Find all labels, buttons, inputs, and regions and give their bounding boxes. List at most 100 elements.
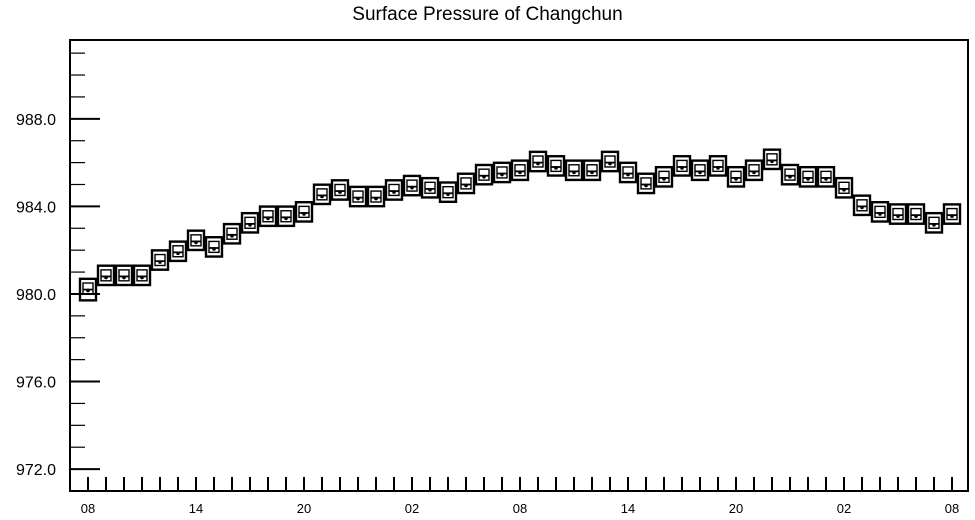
box-median-point bbox=[950, 214, 954, 218]
box-whisker-frame bbox=[708, 155, 728, 177]
box-item bbox=[906, 203, 926, 225]
box-median-point bbox=[158, 260, 162, 264]
box-median-point bbox=[932, 223, 936, 227]
box-item bbox=[276, 205, 296, 228]
x-tick-label: 08 bbox=[945, 501, 959, 516]
box-item bbox=[726, 165, 746, 188]
x-tick-label: 02 bbox=[405, 501, 419, 516]
box-item bbox=[492, 161, 512, 184]
box-whisker-frame bbox=[582, 159, 602, 182]
box-iqr bbox=[550, 159, 562, 173]
box-iqr bbox=[118, 269, 130, 282]
box-iqr bbox=[730, 170, 742, 184]
box-whisker-frame bbox=[78, 277, 98, 302]
box-median-point bbox=[572, 170, 576, 175]
box-whisker-frame bbox=[312, 183, 332, 206]
box-median-point bbox=[914, 214, 918, 218]
box-whisker-frame bbox=[150, 249, 170, 271]
box-iqr bbox=[622, 166, 634, 179]
box-whisker-frame bbox=[654, 165, 674, 188]
box-item bbox=[150, 249, 170, 271]
box-median-point bbox=[482, 174, 486, 179]
box-item bbox=[114, 264, 134, 287]
x-tick-label: 08 bbox=[81, 501, 95, 516]
box-whisker-frame bbox=[420, 176, 440, 199]
box-whisker-frame bbox=[492, 161, 512, 184]
x-tick-label: 02 bbox=[837, 501, 851, 516]
box-iqr bbox=[838, 181, 850, 194]
box-median-point bbox=[698, 170, 702, 175]
box-iqr bbox=[676, 159, 688, 173]
box-median-point bbox=[140, 275, 144, 280]
box-whisker-frame bbox=[852, 194, 872, 217]
box-item bbox=[618, 161, 638, 184]
box-iqr bbox=[316, 188, 328, 201]
box-item bbox=[366, 185, 386, 208]
box-item bbox=[402, 174, 422, 197]
box-whisker-frame bbox=[186, 229, 206, 252]
box-median-point bbox=[824, 177, 828, 181]
box-whisker-frame bbox=[618, 161, 638, 184]
box-item bbox=[204, 236, 224, 258]
box-iqr bbox=[856, 199, 868, 212]
box-iqr bbox=[496, 166, 508, 179]
box-iqr bbox=[514, 164, 526, 177]
y-tick-label: 972.0 bbox=[16, 462, 56, 479]
box-whisker-frame bbox=[168, 240, 188, 263]
box-median-point bbox=[806, 177, 810, 181]
box-iqr bbox=[748, 164, 760, 177]
box-whisker-frame bbox=[636, 172, 656, 195]
box-item bbox=[798, 165, 818, 188]
box-median-point bbox=[356, 196, 360, 201]
box-iqr bbox=[892, 207, 904, 221]
box-whisker-frame bbox=[780, 163, 800, 186]
y-tick-label: 980.0 bbox=[16, 287, 56, 304]
box-iqr bbox=[190, 234, 202, 247]
box-item bbox=[888, 203, 908, 225]
box-median-point bbox=[896, 214, 900, 218]
box-item bbox=[330, 179, 350, 201]
box-whisker-frame bbox=[258, 205, 278, 228]
box-iqr bbox=[334, 183, 346, 197]
box-whisker-frame bbox=[888, 203, 908, 225]
box-whisker-frame bbox=[366, 185, 386, 208]
box-iqr bbox=[352, 190, 364, 203]
box-whisker-frame bbox=[438, 181, 458, 204]
box-iqr bbox=[874, 205, 886, 219]
box-whisker-frame bbox=[870, 200, 890, 223]
box-whisker-frame bbox=[564, 159, 584, 182]
box-item bbox=[294, 200, 314, 223]
box-whisker-frame bbox=[114, 264, 134, 287]
box-median-point bbox=[860, 205, 864, 210]
box-whisker-frame bbox=[762, 148, 782, 171]
box-item bbox=[348, 185, 368, 208]
box-item bbox=[132, 264, 152, 287]
box-whisker-frame bbox=[942, 203, 962, 225]
box-median-point bbox=[788, 174, 792, 179]
box-median-point bbox=[518, 170, 522, 175]
box-whisker-frame bbox=[798, 165, 818, 188]
box-whisker-frame bbox=[672, 155, 692, 177]
box-median-point bbox=[320, 194, 324, 199]
box-item bbox=[600, 150, 620, 173]
box-iqr bbox=[568, 164, 580, 177]
x-axis: 08 14 20 02 08 14 20 02 08 bbox=[81, 477, 959, 516]
box-median-point bbox=[680, 166, 684, 170]
box-item bbox=[654, 165, 674, 188]
box-whisker-frame bbox=[384, 179, 404, 201]
box-item bbox=[312, 183, 332, 206]
box-whisker-frame bbox=[402, 174, 422, 197]
box-whisker-frame bbox=[546, 155, 566, 177]
box-item bbox=[816, 165, 836, 188]
box-item bbox=[222, 222, 242, 245]
box-iqr bbox=[802, 170, 814, 184]
box-item bbox=[258, 205, 278, 228]
box-whisker-frame bbox=[726, 165, 746, 188]
box-item bbox=[78, 277, 98, 302]
box-iqr bbox=[298, 205, 310, 219]
box-iqr bbox=[460, 177, 472, 190]
box-median-point bbox=[536, 161, 540, 166]
box-iqr bbox=[694, 164, 706, 177]
box-item bbox=[870, 200, 890, 223]
